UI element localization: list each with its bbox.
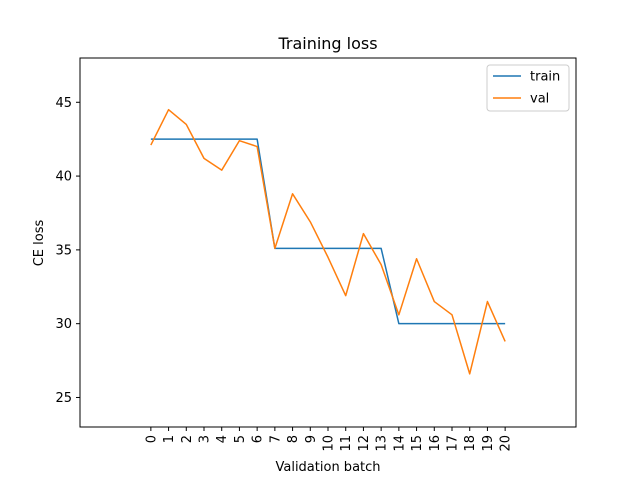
y-tick-label: 45 bbox=[55, 96, 72, 111]
x-tick-label: 8 bbox=[286, 435, 301, 443]
legend-label-train: train bbox=[530, 70, 560, 85]
y-tick-label: 25 bbox=[55, 391, 72, 406]
legend: train val bbox=[486, 64, 570, 112]
x-tick-label: 3 bbox=[198, 435, 213, 443]
y-axis-label: CE loss bbox=[32, 220, 47, 267]
x-tick-label: 14 bbox=[392, 435, 407, 452]
series-line-val bbox=[150, 108, 506, 375]
x-tick-label: 17 bbox=[446, 435, 461, 452]
chart-title: Training loss bbox=[277, 34, 377, 53]
x-tick-label: 7 bbox=[268, 435, 283, 443]
x-tick-label: 4 bbox=[215, 435, 230, 443]
x-tick-label: 2 bbox=[180, 435, 195, 443]
y-tick-label: 35 bbox=[55, 243, 72, 258]
x-tick-label: 10 bbox=[322, 435, 337, 452]
x-tick-label: 6 bbox=[251, 435, 266, 443]
x-tick-label: 15 bbox=[410, 435, 425, 452]
x-tick-label: 18 bbox=[463, 435, 478, 452]
x-tick-label: 11 bbox=[339, 435, 354, 452]
y-tick-label: 40 bbox=[55, 170, 72, 185]
legend-label-val: val bbox=[530, 92, 549, 107]
x-axis: 0 1 2 3 4 5 6 7 8 9 10 11 12 13 14 15 16 17 18 19 20 bbox=[144, 427, 514, 452]
x-axis-label: Validation batch bbox=[275, 460, 380, 475]
plot-area bbox=[79, 57, 577, 428]
series-line-train bbox=[150, 138, 506, 325]
plot-frame bbox=[79, 57, 577, 428]
x-tick-label: 12 bbox=[357, 435, 372, 452]
y-axis: 25 30 35 40 45 bbox=[55, 96, 80, 406]
x-tick-label: 19 bbox=[481, 435, 496, 452]
x-tick-label: 13 bbox=[375, 435, 390, 452]
x-tick-label: 0 bbox=[144, 435, 159, 443]
x-tick-label: 9 bbox=[304, 435, 319, 443]
y-tick-label: 30 bbox=[55, 317, 72, 332]
x-tick-label: 5 bbox=[233, 435, 248, 443]
x-tick-label: 1 bbox=[162, 435, 177, 443]
x-tick-label: 16 bbox=[428, 435, 443, 452]
x-tick-label: 20 bbox=[499, 435, 514, 452]
